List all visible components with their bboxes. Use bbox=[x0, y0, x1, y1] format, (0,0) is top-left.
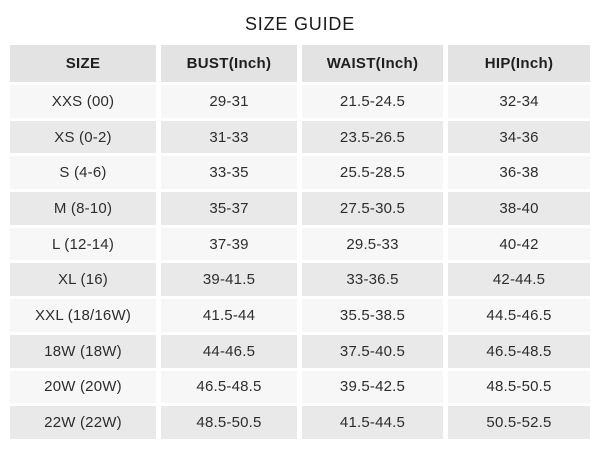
measurement-cell: 31-33 bbox=[161, 120, 297, 154]
size-label-cell: XS (0-2) bbox=[10, 120, 156, 154]
size-label-cell: S (4-6) bbox=[10, 156, 156, 190]
size-label-cell: M (8-10) bbox=[10, 192, 156, 225]
size-table: SIZE BUST(Inch) WAIST(Inch) HIP(Inch) XXS (0… bbox=[10, 45, 590, 439]
measurement-cell: 41.5-44 bbox=[161, 299, 297, 332]
measurement-cell: 27.5-30.5 bbox=[302, 192, 443, 225]
size-label-cell: 18W (18W) bbox=[10, 334, 156, 368]
column-header: WAIST(Inch) bbox=[302, 45, 443, 82]
size-label-cell: XXL (18/16W) bbox=[10, 299, 156, 332]
measurement-cell: 39-41.5 bbox=[161, 263, 297, 297]
column-header: SIZE bbox=[10, 45, 156, 82]
measurement-cell: 46.5-48.5 bbox=[448, 334, 590, 368]
size-label-cell: 22W (22W) bbox=[10, 406, 156, 439]
size-label-cell: 20W (20W) bbox=[10, 370, 156, 404]
measurement-cell: 33-35 bbox=[161, 156, 297, 190]
measurement-cell: 48.5-50.5 bbox=[448, 370, 590, 404]
measurement-cell: 42-44.5 bbox=[448, 263, 590, 297]
page-title: SIZE GUIDE bbox=[244, 14, 355, 34]
measurement-cell: 21.5-24.5 bbox=[302, 85, 443, 118]
column-header: HIP(Inch) bbox=[448, 45, 590, 82]
measurement-cell: 35.5-38.5 bbox=[302, 299, 443, 332]
column-header: BUST(Inch) bbox=[161, 45, 297, 82]
measurement-cell: 33-36.5 bbox=[302, 263, 443, 297]
measurement-cell: 23.5-26.5 bbox=[302, 120, 443, 154]
measurement-cell: 25.5-28.5 bbox=[302, 156, 443, 190]
measurement-cell: 39.5-42.5 bbox=[302, 370, 443, 404]
measurement-cell: 38-40 bbox=[448, 192, 590, 225]
measurement-cell: 50.5-52.5 bbox=[448, 406, 590, 439]
measurement-cell: 35-37 bbox=[161, 192, 297, 225]
measurement-cell: 36-38 bbox=[448, 156, 590, 190]
size-label-cell: XL (16) bbox=[10, 263, 156, 297]
size-label-cell: L (12-14) bbox=[10, 227, 156, 261]
measurement-cell: 29.5-33 bbox=[302, 227, 443, 261]
measurement-cell: 44-46.5 bbox=[161, 334, 297, 368]
measurement-cell: 29-31 bbox=[161, 85, 297, 118]
measurement-cell: 40-42 bbox=[448, 227, 590, 261]
measurement-cell: 34-36 bbox=[448, 120, 590, 154]
measurement-cell: 37.5-40.5 bbox=[302, 334, 443, 368]
size-label-cell: XXS (00) bbox=[10, 85, 156, 118]
measurement-cell: 48.5-50.5 bbox=[161, 406, 297, 439]
measurement-cell: 32-34 bbox=[448, 85, 590, 118]
measurement-cell: 37-39 bbox=[161, 227, 297, 261]
measurement-cell: 41.5-44.5 bbox=[302, 406, 443, 439]
measurement-cell: 44.5-46.5 bbox=[448, 299, 590, 332]
measurement-cell: 46.5-48.5 bbox=[161, 370, 297, 404]
